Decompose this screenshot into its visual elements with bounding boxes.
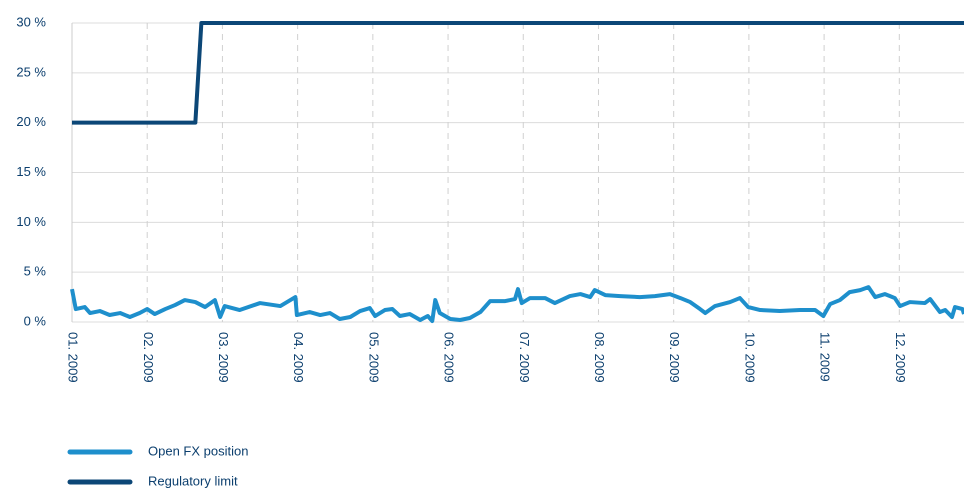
x-tick-label: 12. 2009 <box>893 332 908 383</box>
legend-label: Open FX position <box>148 443 248 458</box>
x-tick-label: 10. 2009 <box>742 332 757 383</box>
x-tick-label: 06. 2009 <box>442 332 457 383</box>
y-tick-label: 10 % <box>16 214 46 229</box>
legend-label: Regulatory limit <box>148 473 238 488</box>
x-tick-label: 07. 2009 <box>517 332 532 383</box>
x-tick-label: 11. 2009 <box>818 332 833 382</box>
series-line <box>70 285 964 324</box>
y-tick-label: 5 % <box>24 264 47 279</box>
y-tick-label: 20 % <box>16 114 46 129</box>
x-tick-label: 02. 2009 <box>141 332 156 383</box>
x-tick-label: 08. 2009 <box>592 332 607 383</box>
x-tick-label: 05. 2009 <box>366 332 381 383</box>
series-line <box>72 21 964 125</box>
y-tick-label: 25 % <box>16 64 46 79</box>
x-tick-label: 04. 2009 <box>291 332 306 383</box>
x-tick-label: 03. 2009 <box>216 332 231 383</box>
y-tick-label: 15 % <box>16 164 46 179</box>
y-tick-label: 30 % <box>16 14 46 29</box>
x-tick-label: 01. 2009 <box>66 332 81 383</box>
x-tick-label: 09. 2009 <box>667 332 682 383</box>
y-tick-label: 0 % <box>24 313 47 328</box>
